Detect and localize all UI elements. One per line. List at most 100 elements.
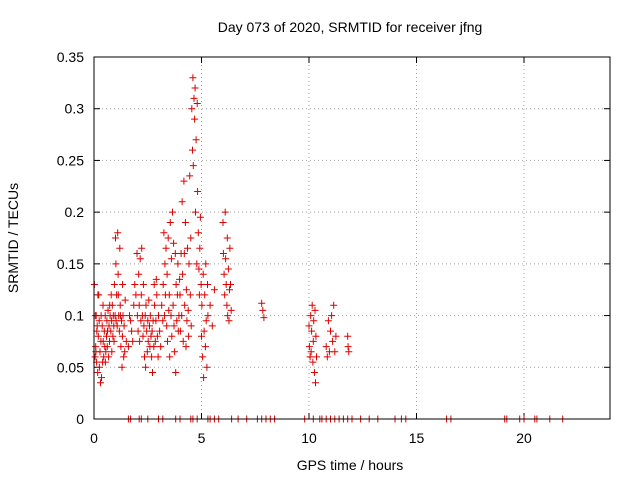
data-point — [126, 312, 133, 320]
data-point — [98, 374, 105, 382]
data-point — [201, 343, 209, 351]
data-point — [143, 348, 151, 356]
data-point — [164, 234, 172, 242]
data-point — [155, 312, 162, 320]
data-point — [114, 229, 122, 237]
data-point — [194, 188, 202, 195]
data-point — [185, 332, 193, 340]
data-point — [139, 281, 147, 288]
data-point — [197, 281, 205, 288]
data-point — [152, 275, 160, 283]
data-point — [144, 337, 152, 345]
data-point — [146, 312, 154, 320]
data-point — [102, 348, 110, 356]
data-point — [92, 348, 100, 356]
y-tick-label: 0.15 — [57, 256, 84, 272]
data-point — [169, 208, 176, 216]
data-point — [103, 332, 110, 340]
data-point — [142, 363, 150, 371]
data-point — [167, 312, 175, 320]
data-point — [119, 281, 127, 288]
data-point — [158, 301, 166, 309]
data-point — [331, 348, 339, 356]
data-point — [173, 317, 181, 325]
data-point — [312, 379, 319, 387]
data-point — [308, 301, 316, 309]
data-point — [142, 301, 150, 309]
data-point — [110, 337, 118, 345]
data-point — [112, 234, 119, 242]
data-point — [327, 327, 334, 335]
data-point — [121, 296, 129, 304]
data-point — [138, 244, 146, 252]
data-point — [191, 115, 199, 123]
data-point — [98, 322, 106, 330]
data-point — [199, 353, 207, 361]
data-point — [160, 229, 168, 237]
data-point — [219, 250, 227, 257]
data-point — [187, 322, 195, 330]
data-point — [133, 250, 141, 257]
data-point — [117, 343, 125, 351]
data-point — [159, 317, 167, 325]
data-point — [94, 291, 102, 299]
data-point — [148, 327, 156, 335]
data-point — [147, 332, 155, 340]
data-point — [309, 358, 317, 366]
data-point — [344, 343, 352, 351]
data-point — [193, 100, 201, 107]
data-point — [167, 255, 175, 263]
data-point — [204, 312, 212, 320]
y-tick-labels: 0 0.05 0.1 0.15 0.2 0.25 0.3 0.35 — [57, 49, 84, 427]
data-point — [180, 177, 188, 185]
data-point — [176, 327, 184, 335]
data-point — [120, 322, 128, 330]
data-point — [110, 281, 118, 288]
data-point — [190, 94, 198, 102]
data-point — [97, 379, 104, 387]
data-point — [322, 343, 330, 351]
data-point — [104, 327, 111, 335]
x-tick-label: 15 — [409, 430, 425, 446]
data-point — [101, 358, 109, 366]
data-point — [206, 301, 214, 309]
data-point — [200, 374, 208, 382]
data-point — [330, 301, 338, 309]
data-point — [127, 317, 135, 325]
data-point — [129, 337, 137, 345]
data-point — [171, 348, 179, 356]
data-point — [146, 322, 153, 330]
data-point — [159, 281, 167, 288]
data-point — [203, 363, 211, 371]
data-point — [187, 234, 195, 242]
data-point — [210, 286, 218, 294]
data-point — [99, 301, 107, 309]
data-point — [153, 332, 161, 340]
data-point — [202, 260, 210, 268]
data-point — [305, 343, 313, 351]
data-point — [226, 244, 234, 252]
data-point — [227, 281, 234, 288]
data-point — [118, 363, 126, 371]
y-axis-label: SRMTID / TECUs — [5, 183, 21, 293]
data-point — [154, 353, 162, 361]
data-point — [313, 353, 320, 361]
data-point — [208, 322, 216, 330]
data-point — [194, 229, 202, 237]
data-point — [165, 306, 173, 314]
data-point — [128, 327, 136, 335]
data-point — [106, 301, 114, 309]
data-point — [191, 84, 199, 92]
data-point — [172, 281, 180, 288]
data-point — [116, 244, 124, 252]
data-point — [151, 337, 159, 345]
data-point — [161, 312, 168, 320]
data-point — [260, 314, 268, 322]
data-point — [174, 260, 182, 268]
data-point — [122, 337, 130, 345]
data-point — [139, 332, 147, 340]
data-point — [153, 291, 161, 299]
data-point — [189, 146, 196, 154]
data-point — [172, 369, 180, 376]
